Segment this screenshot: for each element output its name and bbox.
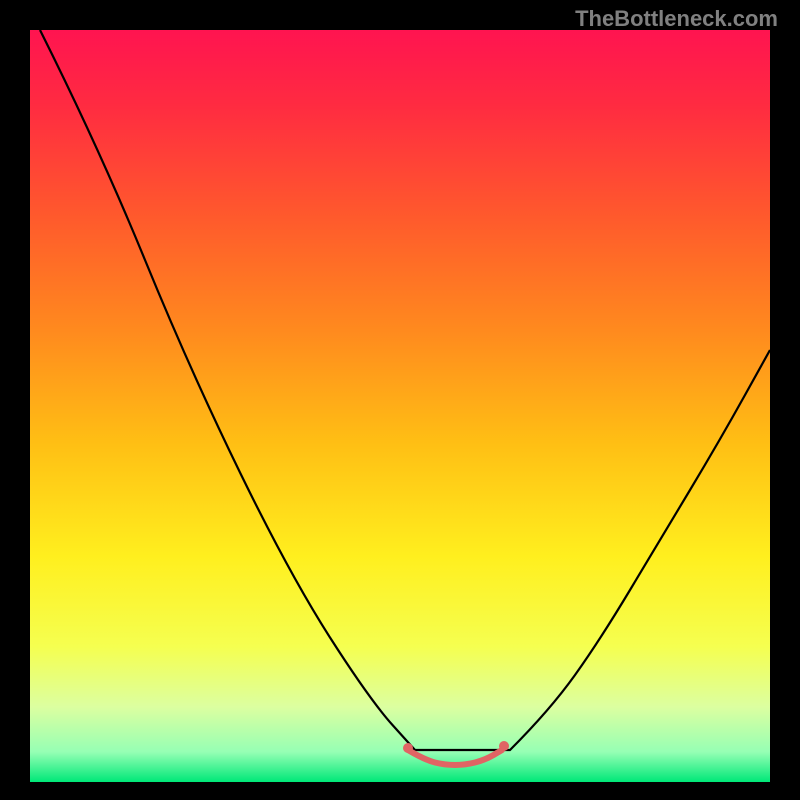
plot-area [30, 30, 770, 782]
chart-container: TheBottleneck.com [0, 0, 800, 800]
watermark-text: TheBottleneck.com [575, 6, 778, 32]
plot-svg [30, 30, 770, 782]
valley-marker-dot-right [499, 741, 509, 751]
valley-marker-dot-left [403, 743, 413, 753]
gradient-background [30, 30, 770, 782]
